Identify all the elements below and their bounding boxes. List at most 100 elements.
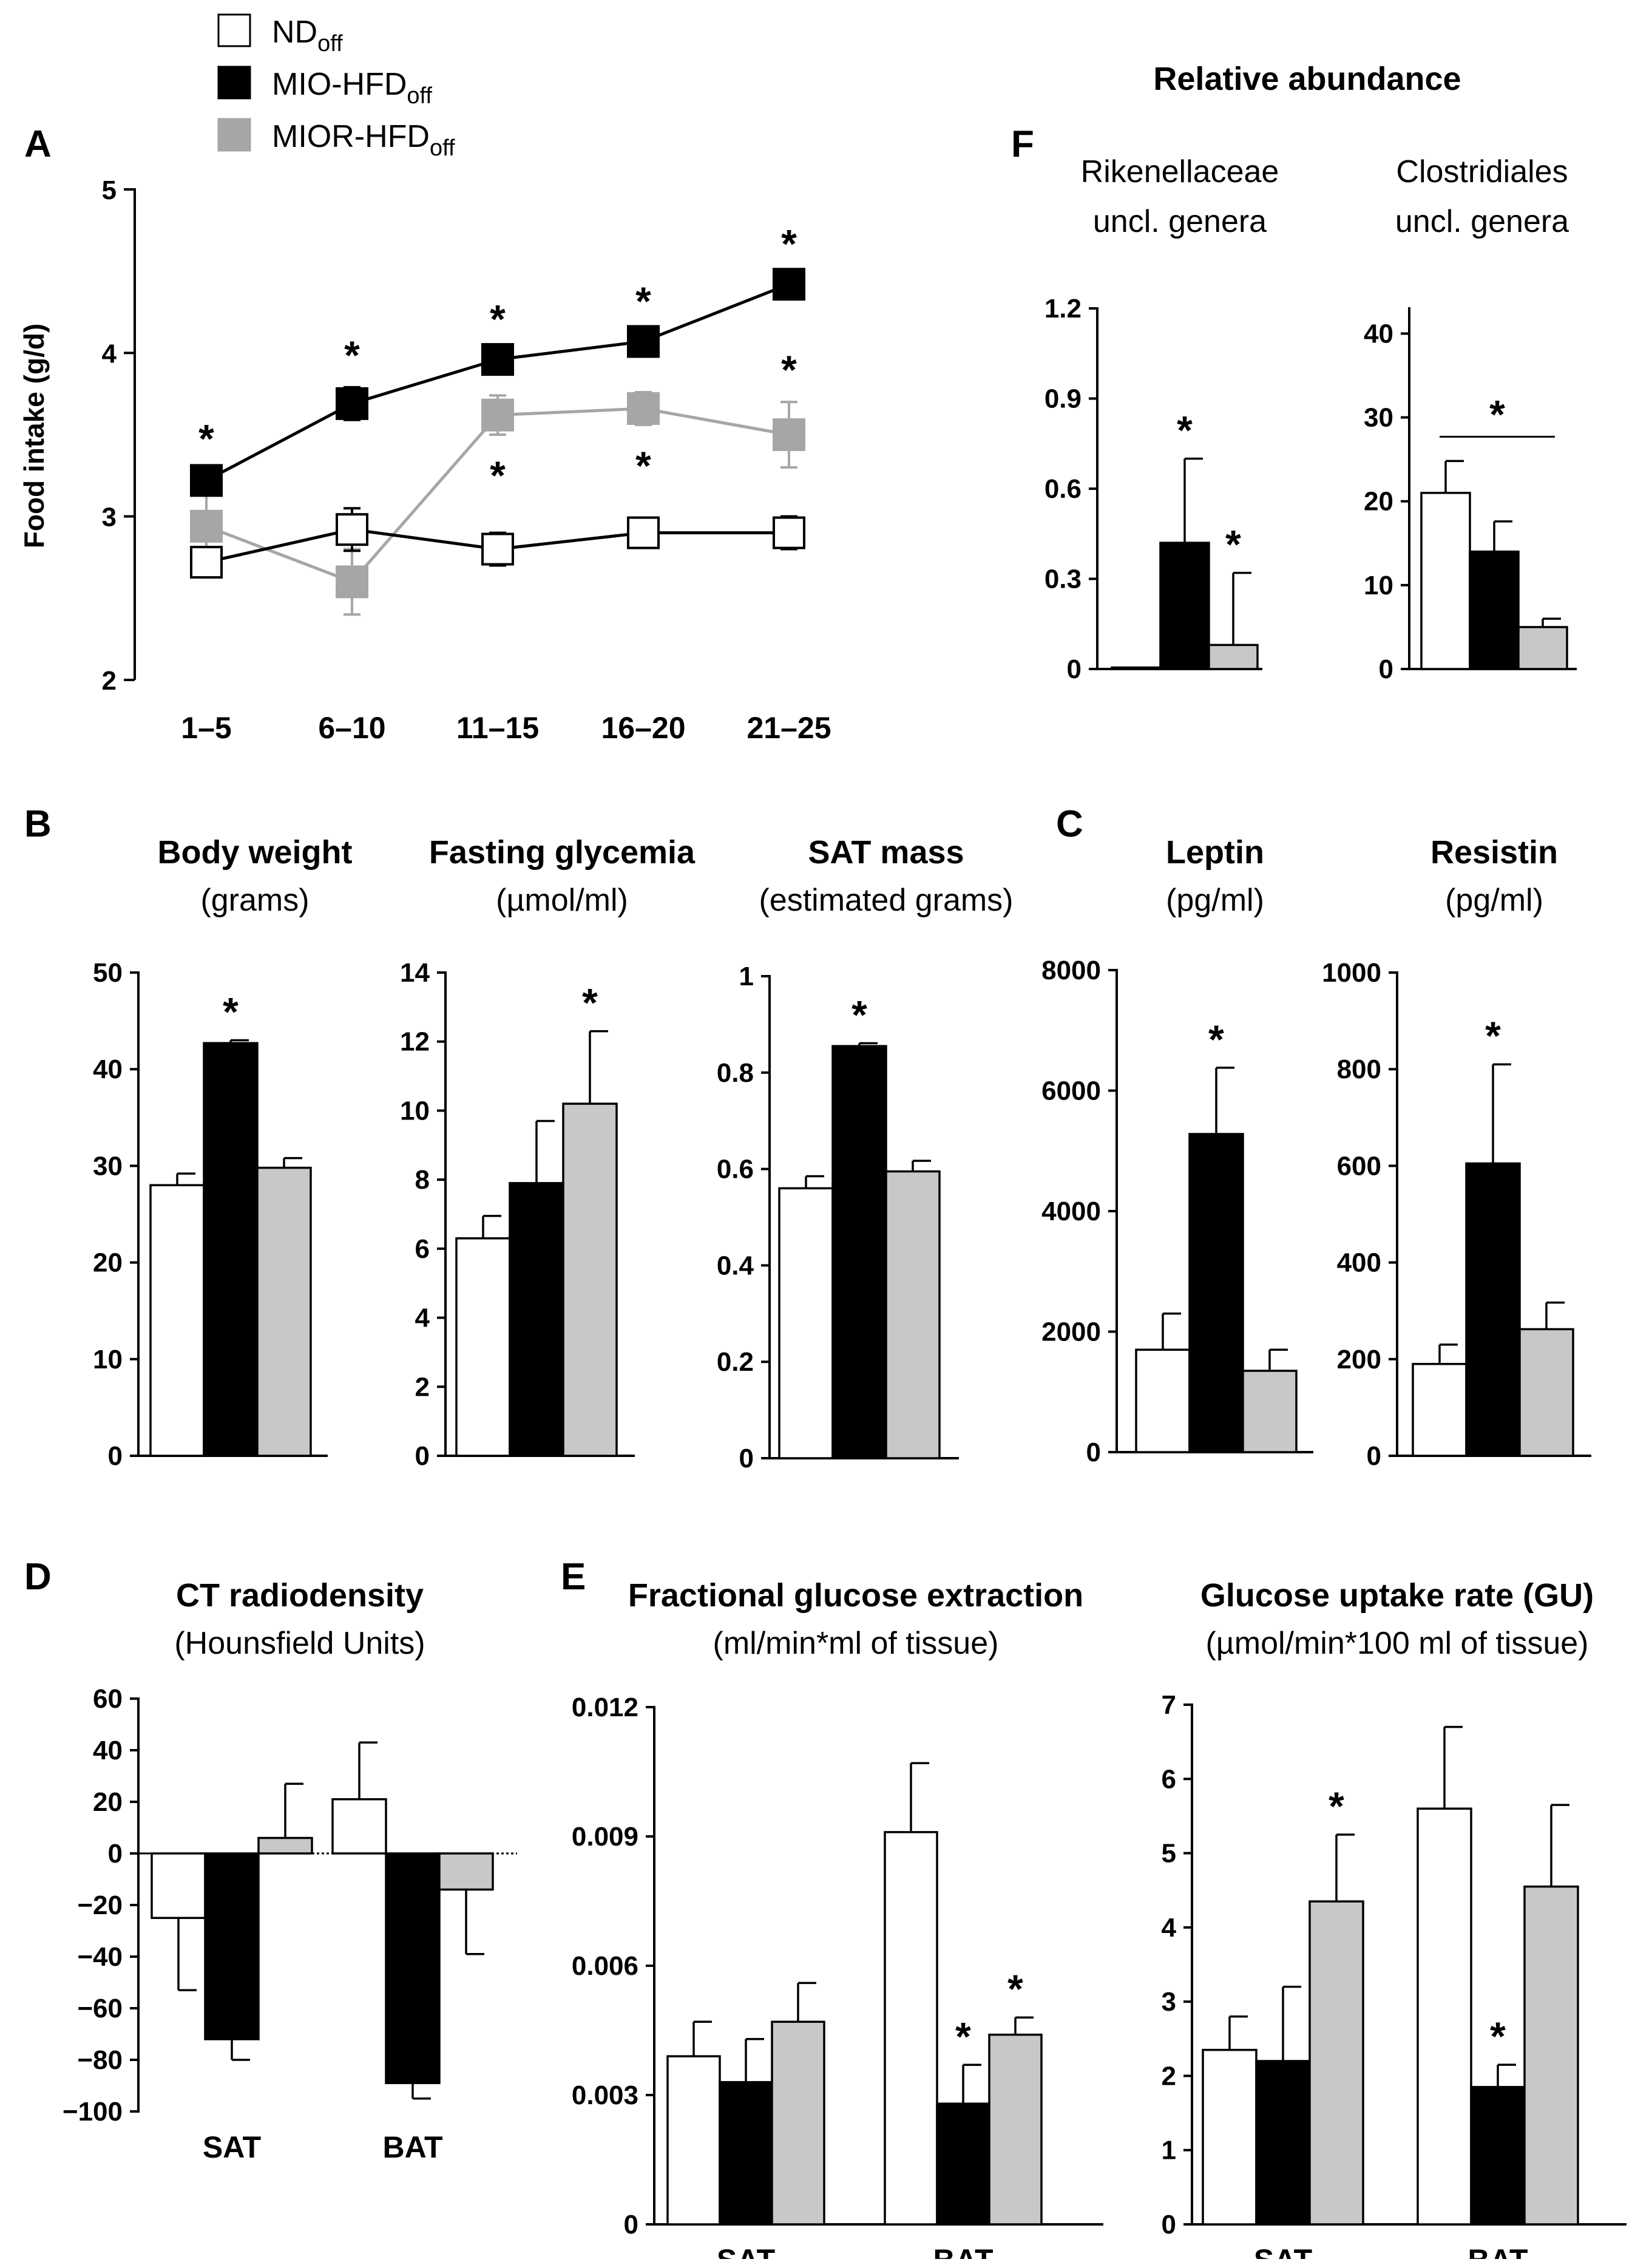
panel-f2-title-line1: Clostridiales xyxy=(1396,154,1568,189)
bar-nd xyxy=(1420,492,1471,670)
group-label-sat: SAT xyxy=(717,2243,775,2259)
significance-asterisk: * xyxy=(1489,392,1505,436)
panel-d-y-tick-label: 60 xyxy=(93,1684,123,1714)
bar-mio xyxy=(719,2080,773,2226)
panel-f1-y-tick-label: 0.3 xyxy=(1044,565,1082,594)
significance-asterisk: * xyxy=(490,297,506,342)
bar-nd xyxy=(884,1831,938,2226)
panel-c2-y-tick-label: 600 xyxy=(1337,1151,1381,1181)
panel-c1-y-tick-label: 8000 xyxy=(1041,956,1101,985)
significance-asterisk: * xyxy=(1485,1013,1501,1058)
panel-c2-plot: 0 200 400 600 800 1000 * xyxy=(1322,958,1591,1471)
panel-f1-title-line1: Rikenellaceae xyxy=(1081,154,1279,189)
bar-mio xyxy=(936,2102,990,2226)
significance-asterisk: * xyxy=(198,416,214,461)
panel-d-y-tick-label: 40 xyxy=(93,1736,123,1765)
panel-e2-y-tick-label: 3 xyxy=(1162,1987,1176,2017)
panel-b3-plot: 0 0.2 0.4 0.6 0.8 1 * xyxy=(717,962,959,1473)
legend-mio-sub: off xyxy=(407,83,432,109)
group-label-sat: SAT xyxy=(1254,2243,1312,2259)
panel-c1-y-tick-label: 4000 xyxy=(1041,1197,1101,1226)
data-point-nd xyxy=(627,516,660,549)
group-title-relative-abundance: Relative abundance xyxy=(1153,61,1461,97)
panel-c1-title: Leptin xyxy=(1166,834,1264,871)
bar-nd xyxy=(1111,666,1162,670)
legend-label-mior: MIOR-HFDoff xyxy=(272,119,455,161)
data-point-mio xyxy=(190,464,223,497)
panel-e2-plot: 0 1 2 3 4 5 6 7 * SAT * BAT xyxy=(1162,1690,1627,2262)
panel-e1-subtitle: (ml/min*ml of tissue) xyxy=(713,1626,999,1661)
panel-e1-y-tick-label: 0.012 xyxy=(572,1693,638,1722)
panel-b1-y-tick-label: 20 xyxy=(93,1248,123,1278)
panel-b2-y-tick-label: 6 xyxy=(415,1234,430,1264)
panel-a-plot: 2 3 4 5 1–5 6–10 11–15 16–20 21–25 * * * * * * * * xyxy=(102,175,831,745)
panel-f2-y-tick-label: 30 xyxy=(1364,403,1393,433)
panel-a-x-tick-label: 16–20 xyxy=(601,711,685,745)
panel-e2-y-tick-label: 7 xyxy=(1162,1690,1176,1720)
legend-swatch-mior xyxy=(217,118,251,152)
panel-e1-y-tick-label: 0.009 xyxy=(572,1822,638,1852)
panel-d-y-tick-label: 0 xyxy=(108,1839,123,1869)
significance-asterisk: * xyxy=(781,347,797,392)
significance-asterisk: * xyxy=(955,2014,971,2059)
bar-mio xyxy=(509,1182,564,1457)
panel-b1-plot: 0 10 20 30 40 50 * xyxy=(93,958,328,1471)
significance-asterisk: * xyxy=(635,443,651,488)
significance-asterisk: * xyxy=(582,980,598,1025)
panel-c1-y-tick-label: 6000 xyxy=(1041,1076,1101,1106)
significance-asterisk: * xyxy=(635,279,651,324)
panel-b2-subtitle: (µmol/ml) xyxy=(496,883,628,918)
panel-f1-title-line2: uncl. genera xyxy=(1093,204,1267,239)
bar-nd xyxy=(666,2055,721,2226)
panel-a-y-tick-label: 3 xyxy=(102,503,117,532)
panel-e1-plot: 0 0.003 0.006 0.009 0.012 SAT * * BAT xyxy=(572,1693,1103,2262)
panel-b1-y-tick-label: 30 xyxy=(93,1151,123,1181)
significance-asterisk: * xyxy=(1177,408,1193,453)
data-point-nd xyxy=(773,516,805,549)
bar-mior xyxy=(771,2020,825,2226)
group-label-bat: BAT xyxy=(933,2243,993,2259)
panel-c2-title: Resistin xyxy=(1430,834,1558,871)
significance-asterisk: * xyxy=(1208,1017,1224,1062)
bar-mio xyxy=(204,1852,260,2040)
bar-mior xyxy=(438,1852,494,1891)
panel-c1-plot: 0 2000 4000 6000 8000 * xyxy=(1041,956,1313,1467)
data-point-mio xyxy=(336,387,368,420)
bar-mior xyxy=(1308,1900,1364,2226)
panel-e2-y-tick-label: 5 xyxy=(1162,1839,1176,1869)
panel-d-y-tick-label: −40 xyxy=(77,1942,123,1972)
panel-f1-plot: 0 0.3 0.6 0.9 1.2 * * xyxy=(1044,294,1262,684)
bar-mio xyxy=(831,1045,887,1459)
bar-mior xyxy=(1523,1885,1579,2226)
bar-mior xyxy=(1208,644,1259,670)
data-point-mior xyxy=(627,392,660,425)
panel-e2-y-tick-label: 0 xyxy=(1162,2210,1176,2240)
panel-b2-y-tick-label: 8 xyxy=(415,1165,430,1195)
significance-asterisk: * xyxy=(1329,1784,1344,1829)
panel-a-x-tick-label: 6–10 xyxy=(318,711,385,745)
panel-label-d: D xyxy=(24,1556,52,1598)
panel-c1-subtitle: (pg/ml) xyxy=(1166,883,1264,918)
panel-b3-subtitle: (estimated grams) xyxy=(759,883,1014,918)
panel-c2-subtitle: (pg/ml) xyxy=(1445,883,1543,918)
bar-mio xyxy=(1470,2086,1526,2226)
panel-c2-y-tick-label: 200 xyxy=(1337,1345,1381,1374)
panel-b2-y-tick-label: 2 xyxy=(415,1372,430,1402)
panel-b2-y-tick-label: 12 xyxy=(400,1027,430,1057)
panel-d-y-tick-label: 20 xyxy=(93,1787,123,1817)
legend-mio-base: MIO-HFD xyxy=(272,67,407,102)
legend-swatch-mio xyxy=(217,66,251,100)
panel-f2-y-tick-label: 10 xyxy=(1364,571,1393,600)
panel-b3-y-tick-label: 1 xyxy=(739,962,754,991)
panel-d-y-tick-label: −20 xyxy=(77,1890,123,1920)
legend-mior-sub: off xyxy=(430,135,455,161)
significance-asterisk: * xyxy=(223,989,239,1034)
legend-nd-base: ND xyxy=(272,15,317,50)
significance-asterisk: * xyxy=(405,1860,421,1904)
legend-mior-base: MIOR-HFD xyxy=(272,119,430,154)
significance-asterisk: * xyxy=(1490,2014,1506,2059)
panel-e2-subtitle: (µmol/min*100 ml of tissue) xyxy=(1205,1626,1588,1661)
panel-b3-y-tick-label: 0.6 xyxy=(717,1155,754,1184)
panel-label-a: A xyxy=(24,123,52,165)
